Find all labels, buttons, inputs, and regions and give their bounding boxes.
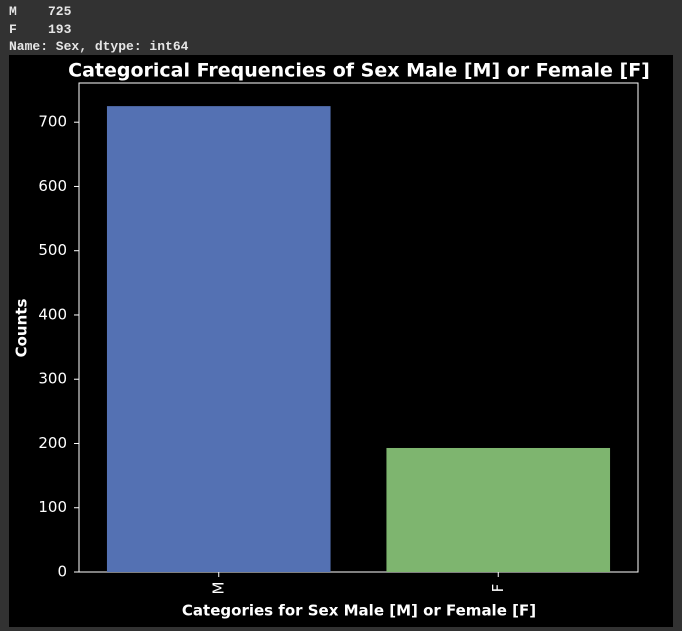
y-tick-label: 300 <box>38 370 67 388</box>
y-tick-label: 200 <box>38 434 67 452</box>
cell-output: M 725 F 193 Name: Sex, dtype: int64 <box>9 3 188 56</box>
axes-frame <box>78 82 639 573</box>
output-line: F 193 <box>9 21 72 37</box>
y-tick-label: 100 <box>38 498 67 516</box>
y-tick-label: 400 <box>38 305 67 323</box>
x-tick-label: M <box>209 582 227 595</box>
bar <box>386 447 611 572</box>
y-tick-label: 700 <box>38 113 67 131</box>
bar <box>106 106 331 572</box>
x-tick-label: F <box>489 584 507 593</box>
y-axis-label: Counts <box>13 299 31 358</box>
y-tick-label: 600 <box>38 177 67 195</box>
chart-title: Categorical Frequencies of Sex Male [M] … <box>68 60 650 82</box>
y-tick-label: 500 <box>38 241 67 259</box>
output-line: Name: Sex, dtype: int64 <box>9 39 189 54</box>
output-line: M 725 <box>9 4 72 19</box>
x-axis-label: Categories for Sex Male [M] or Female [F… <box>182 602 536 620</box>
y-tick-label: 0 <box>57 563 67 581</box>
